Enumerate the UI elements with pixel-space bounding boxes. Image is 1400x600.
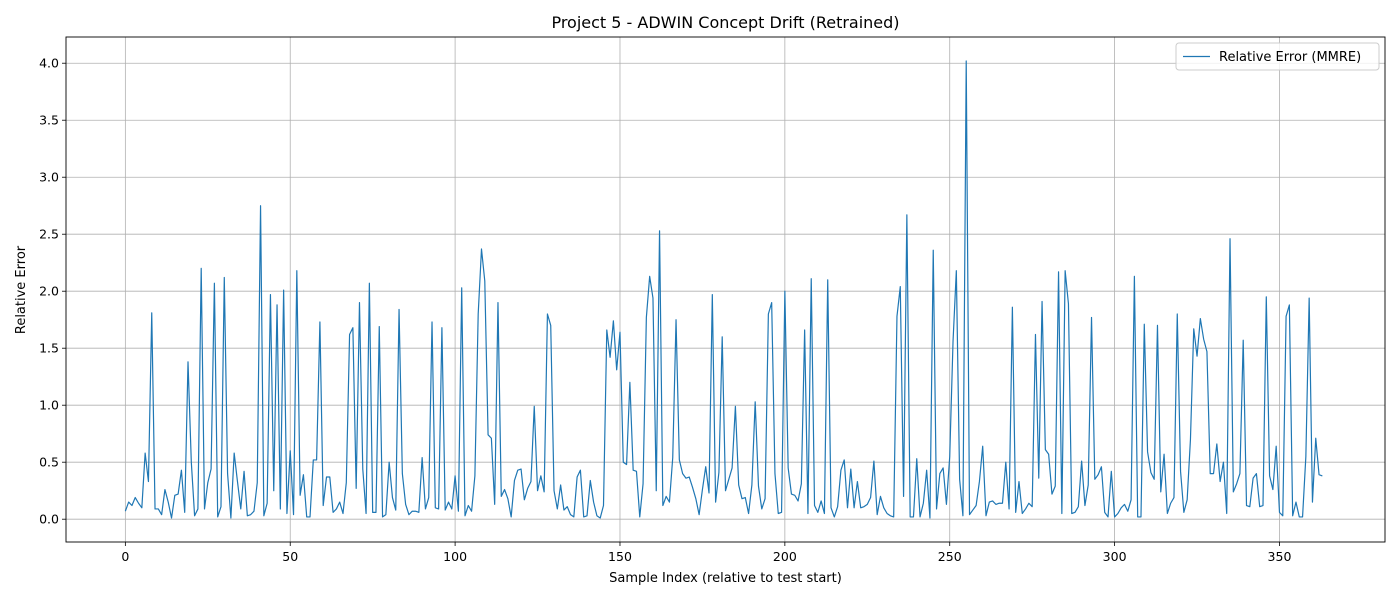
x-axis-ticks: 0 50 100 150 200 250 300 350	[121, 542, 1291, 564]
y-tick-label: 0.5	[39, 455, 59, 470]
legend-label: Relative Error (MMRE)	[1219, 50, 1361, 65]
y-tick-label: 2.5	[39, 227, 59, 242]
y-tick-label: 2.0	[39, 284, 59, 299]
y-tick-label: 4.0	[39, 56, 59, 71]
x-tick-label: 100	[443, 549, 467, 564]
x-tick-label: 200	[773, 549, 797, 564]
y-axis-label: Relative Error	[14, 245, 29, 334]
x-tick-label: 350	[1268, 549, 1292, 564]
legend-box	[1175, 42, 1380, 71]
x-tick-label: 250	[938, 549, 962, 564]
chart-title: Project 5 - ADWIN Concept Drift (Retrain…	[551, 13, 899, 32]
x-tick-label: 50	[282, 549, 298, 564]
series-layer	[124, 60, 1323, 519]
y-axis-ticks: 0.0 0.5 1.0 1.5 2.0 2.5 3.0 3.5 4.0	[39, 56, 66, 527]
legend: Relative Error (MMRE)	[1175, 42, 1380, 71]
x-axis-label: Sample Index (relative to test start)	[609, 571, 842, 586]
y-tick-label: 3.0	[39, 170, 59, 185]
y-tick-label: 1.0	[39, 398, 59, 413]
y-tick-label: 0.0	[39, 512, 59, 527]
x-tick-label: 150	[608, 549, 632, 564]
x-tick-label: 0	[121, 549, 129, 564]
y-tick-label: 3.5	[39, 113, 59, 128]
x-tick-label: 300	[1103, 549, 1127, 564]
series-line	[124, 60, 1323, 519]
plot-area-frame	[65, 36, 1386, 543]
grid	[66, 37, 1385, 542]
y-tick-label: 1.5	[39, 341, 59, 356]
